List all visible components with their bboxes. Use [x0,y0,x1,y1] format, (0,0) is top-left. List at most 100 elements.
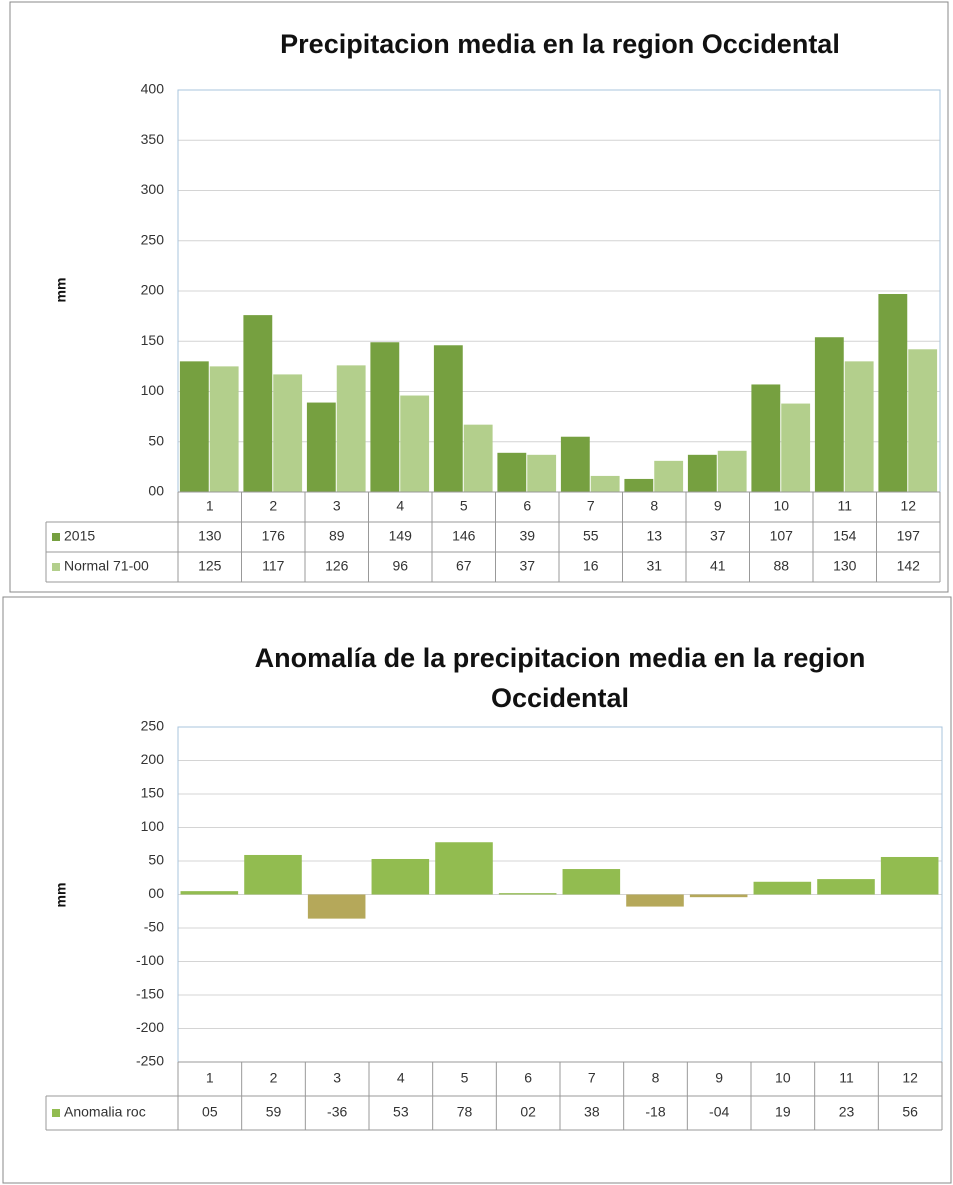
y-tick-label: 100 [141,818,165,834]
bar [654,460,684,492]
bar [307,894,366,919]
y-tick-label: 50 [148,852,164,868]
bar [243,315,273,492]
y-tick-label: 200 [141,282,165,298]
bar [400,395,430,492]
x-tick-label: 5 [461,1070,469,1086]
legend-swatch [52,563,60,571]
table-value: 146 [452,528,476,544]
x-tick-label: 1 [206,498,214,514]
x-tick-label: 2 [270,1070,278,1086]
bar [753,881,812,895]
table-value: 16 [583,558,599,574]
bar [844,361,874,492]
bar [433,345,463,492]
y-tick-label: 400 [141,81,165,97]
legend-label: Normal 71-00 [64,558,149,574]
bar [781,403,811,492]
x-tick-label: 11 [839,1070,854,1086]
bar [527,454,557,492]
x-tick-label: 7 [587,498,595,514]
table-value: 125 [198,558,222,574]
y-tick-label: 100 [141,382,165,398]
x-tick-label: 4 [397,1070,405,1086]
table-value: 19 [775,1104,791,1120]
x-tick-label: 3 [333,498,341,514]
y-tick-label: -100 [136,952,164,968]
table-value: 67 [456,558,472,574]
bar [209,366,239,492]
bar [370,342,400,492]
table-value: 88 [773,558,789,574]
table-value: 59 [266,1104,282,1120]
x-tick-label: 4 [396,498,404,514]
x-tick-label: 11 [837,498,852,514]
y-tick-label: -150 [136,986,164,1002]
table-value: 05 [202,1104,218,1120]
y-axis-label: mm [53,883,69,908]
chart-title: Anomalía de la precipitacion media en la… [255,643,866,713]
y-tick-label: 00 [148,483,164,499]
table-value: 37 [519,558,535,574]
chart-frame [2,596,952,1184]
table-value: 197 [897,528,921,544]
table-value: 149 [389,528,413,544]
x-tick-label: 12 [900,498,916,514]
y-tick-label: 300 [141,181,165,197]
table-value: 39 [519,528,535,544]
x-tick-label: 6 [524,1070,532,1086]
table-value: 107 [770,528,794,544]
table-value: 31 [646,558,662,574]
y-tick-label: 250 [141,718,165,734]
x-tick-label: 9 [715,1070,723,1086]
bar [435,842,493,895]
x-tick-label: 6 [523,498,531,514]
bar [626,894,684,907]
y-tick-label: 250 [141,231,165,247]
table-value: -04 [709,1104,729,1120]
table-value: 89 [329,528,345,544]
x-tick-label: 12 [902,1070,918,1086]
table-value: 02 [520,1104,536,1120]
bar [689,894,748,898]
table-value: 56 [902,1104,918,1120]
x-tick-label: 1 [206,1070,214,1086]
bar [878,294,908,492]
chart-title: Precipitacion media en la region Occiden… [280,29,840,59]
bar [590,475,620,492]
y-axis-label: mm [53,278,69,303]
table-value: 117 [262,558,285,574]
y-tick-label: 50 [148,432,164,448]
table-value: -36 [327,1104,347,1120]
x-tick-label: 10 [775,1070,791,1086]
bar [497,452,527,492]
bar [560,436,590,492]
bar [498,893,557,895]
bar [817,879,875,895]
table-value: 53 [393,1104,409,1120]
chart-frame [9,1,949,593]
table-value: 13 [646,528,662,544]
x-tick-label: 2 [269,498,277,514]
x-tick-label: 5 [460,498,468,514]
table-value: -18 [645,1104,665,1120]
table-value: 38 [584,1104,600,1120]
y-tick-label: -50 [144,919,164,935]
table-value: 78 [457,1104,473,1120]
table-value: 130 [833,558,857,574]
table-value: 41 [710,558,726,574]
bar [273,374,303,492]
bar [180,891,239,895]
bar [336,365,366,492]
x-tick-label: 8 [652,1070,660,1086]
bar [717,450,747,492]
bar [624,478,654,492]
bar [880,856,939,895]
legend-label: 2015 [64,528,95,544]
y-tick-label: 200 [141,751,165,767]
bar [306,402,336,492]
x-tick-label: 8 [650,498,658,514]
table-value: 130 [198,528,222,544]
y-tick-label: -200 [136,1019,164,1035]
